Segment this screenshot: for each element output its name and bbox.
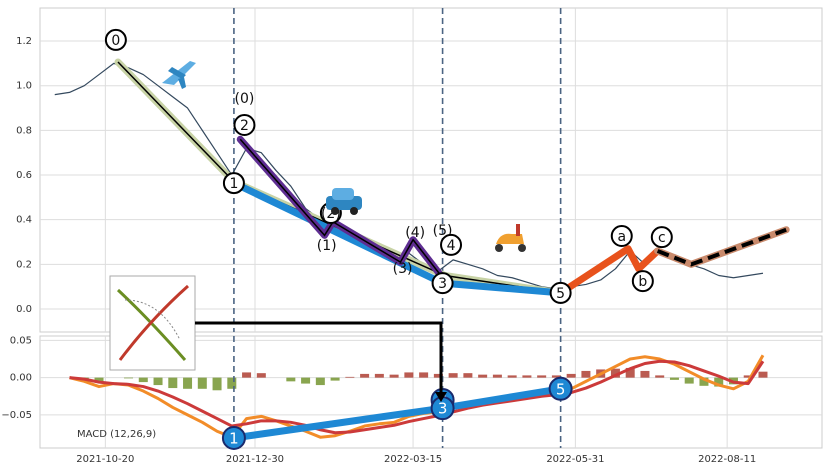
wave-label: (3) — [393, 261, 413, 277]
wave-core — [656, 227, 787, 267]
histogram-bar — [286, 377, 296, 382]
histogram-bar — [714, 377, 724, 387]
wave-label: 3 — [438, 400, 448, 418]
label-circle — [549, 281, 572, 304]
histogram-bar — [640, 370, 650, 378]
wave-label: 3 — [438, 276, 447, 292]
wave-label: b — [638, 274, 647, 290]
histogram-bar — [256, 373, 266, 378]
wave-label: 2 — [240, 118, 249, 134]
histogram-bar — [242, 372, 252, 378]
wave-label: c — [658, 230, 666, 246]
histogram-bar — [507, 375, 517, 378]
histogram-bar — [463, 373, 473, 378]
wave-line — [557, 245, 662, 297]
inset-thumbnail — [109, 275, 196, 371]
histogram-bar — [478, 374, 488, 378]
histogram-bar — [566, 373, 576, 378]
wave-label: (0) — [235, 91, 255, 107]
macd-line — [69, 359, 765, 435]
histogram-bar — [404, 372, 414, 378]
histogram-bar — [374, 373, 384, 378]
label-circle — [233, 114, 256, 137]
car-icon — [326, 188, 362, 215]
label-circle — [222, 172, 245, 195]
histogram-bar — [537, 375, 547, 378]
wave-label: 4 — [447, 238, 456, 254]
plot-layer: 0.00.20.40.60.81.01.2 012(0)(1)(2)(3)(4)(… — [1, 8, 822, 465]
airplane-icon — [162, 61, 196, 89]
histogram-bar — [138, 377, 148, 383]
x-tick-label: 2021-10-20 — [76, 454, 134, 465]
histogram-bar — [183, 377, 193, 389]
histogram-bar — [758, 371, 768, 378]
histogram-bar — [699, 377, 709, 386]
x-tick-label: 2022-08-11 — [698, 454, 756, 465]
histogram-bar — [522, 375, 532, 378]
histogram-bar — [315, 377, 325, 386]
histogram-bar — [684, 377, 694, 384]
y-tick-label: 0.0 — [16, 304, 32, 315]
label-circle — [221, 425, 246, 450]
wave-core — [239, 138, 444, 279]
panel-macd: −0.05 0.00 0.05 2021-10-20 2021-12-30 2022-03… — [1, 335, 822, 465]
wave-label: 1 — [229, 429, 239, 447]
histogram-bar — [94, 377, 104, 383]
histogram-bar — [168, 377, 178, 389]
histogram-bar — [492, 374, 502, 378]
histogram-bar — [330, 377, 340, 381]
histogram-bar — [433, 373, 443, 378]
wave-label: 5 — [556, 380, 566, 398]
x-tick-label: 2022-05-31 — [546, 454, 604, 465]
x-tick-label: 2021-12-30 — [226, 454, 284, 465]
y-tick-label: −0.05 — [1, 410, 32, 421]
histogram-bar — [610, 368, 620, 378]
histogram-bar — [345, 376, 355, 378]
label-circle — [440, 233, 463, 256]
y-tick-label: 0.4 — [16, 215, 32, 226]
label-circle — [610, 224, 633, 247]
histogram-bar — [448, 373, 458, 378]
histogram-bar — [153, 377, 163, 386]
label-circle — [650, 226, 673, 249]
y-tick-label: 0.00 — [10, 373, 32, 384]
label-circle — [548, 376, 573, 401]
histogram-bar — [581, 370, 591, 378]
wave-label: 0 — [111, 33, 120, 49]
y-tick-label: 1.2 — [16, 36, 32, 47]
histogram-bar — [625, 367, 635, 378]
wave-label: a — [617, 229, 626, 245]
scooter-icon — [495, 224, 526, 252]
histogram-bar — [124, 377, 134, 379]
histogram-bar — [360, 373, 370, 378]
histogram-bar — [389, 374, 399, 378]
histogram-bar — [212, 377, 222, 391]
histogram-bar — [669, 377, 679, 380]
histogram-bar — [227, 377, 237, 389]
label-circle — [631, 270, 654, 293]
label-circle — [431, 272, 454, 295]
histogram-bar — [743, 375, 753, 378]
y-tick-label: 0.6 — [16, 170, 32, 181]
histogram-bar — [551, 375, 561, 378]
wave-label: (4) — [405, 225, 425, 241]
indicator-label: MACD (12,26,9) — [77, 429, 156, 440]
histogram-bar — [419, 372, 429, 378]
y-tick-label: 1.0 — [16, 81, 32, 92]
histogram-bar — [655, 375, 665, 378]
wave-label: 1 — [229, 176, 238, 192]
label-circle — [104, 28, 127, 51]
y-tick-label: 0.2 — [16, 259, 32, 270]
y-tick-label: 0.8 — [16, 125, 32, 136]
histogram-bar — [301, 377, 311, 384]
arrow — [195, 321, 447, 402]
y-tick-label: 0.05 — [10, 335, 32, 346]
wave-label: (1) — [317, 238, 337, 254]
wave-label: 5 — [556, 286, 565, 302]
panel-price-wave: 0.00.20.40.60.81.01.2 012(0)(1)(2)(3)(4)(… — [16, 8, 822, 332]
x-tick-label: 2022-03-15 — [384, 454, 442, 465]
histogram-bar — [197, 377, 207, 389]
